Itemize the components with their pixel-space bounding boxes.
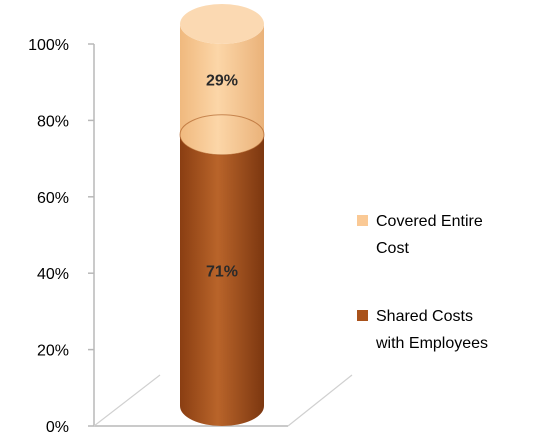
legend-label-line: Cost bbox=[376, 240, 409, 257]
legend-label-line: with Employees bbox=[375, 335, 488, 352]
y-axis-ticks bbox=[88, 43, 94, 427]
floor-right-edge bbox=[287, 374, 353, 427]
legend-swatch-covered-entire-cost bbox=[357, 215, 368, 226]
y-tick-label: 80% bbox=[37, 113, 69, 130]
cylinder-top-cap bbox=[180, 4, 264, 44]
y-axis-tick-labels: 0% 20% 40% 60% 80% 100% bbox=[28, 37, 69, 436]
legend-swatch-shared-costs bbox=[357, 310, 368, 321]
legend-label-line: Shared Costs bbox=[376, 308, 473, 325]
y-tick-label: 40% bbox=[37, 266, 69, 283]
legend-label-line: Covered Entire bbox=[376, 213, 483, 230]
bar-segment-covered-entire-cost bbox=[180, 24, 264, 155]
y-tick-label: 60% bbox=[37, 190, 69, 207]
data-label-shared-costs: 71% bbox=[206, 263, 238, 280]
segment-divider-ellipse bbox=[179, 114, 265, 156]
legend-entry-shared-costs: Shared Costs with Employees bbox=[357, 308, 488, 352]
bar-segment-shared-costs bbox=[180, 134, 264, 426]
y-tick-label: 100% bbox=[28, 37, 69, 54]
legend-entry-covered-entire-cost: Covered Entire Cost bbox=[357, 213, 483, 257]
legend: Covered Entire Cost Shared Costs with Em… bbox=[357, 213, 488, 352]
y-tick-label: 20% bbox=[37, 343, 69, 360]
y-tick-label: 0% bbox=[46, 419, 69, 436]
floor-left-edge bbox=[93, 374, 161, 427]
stacked-cylinder bbox=[179, 4, 265, 426]
data-label-covered-entire-cost: 29% bbox=[206, 72, 238, 89]
